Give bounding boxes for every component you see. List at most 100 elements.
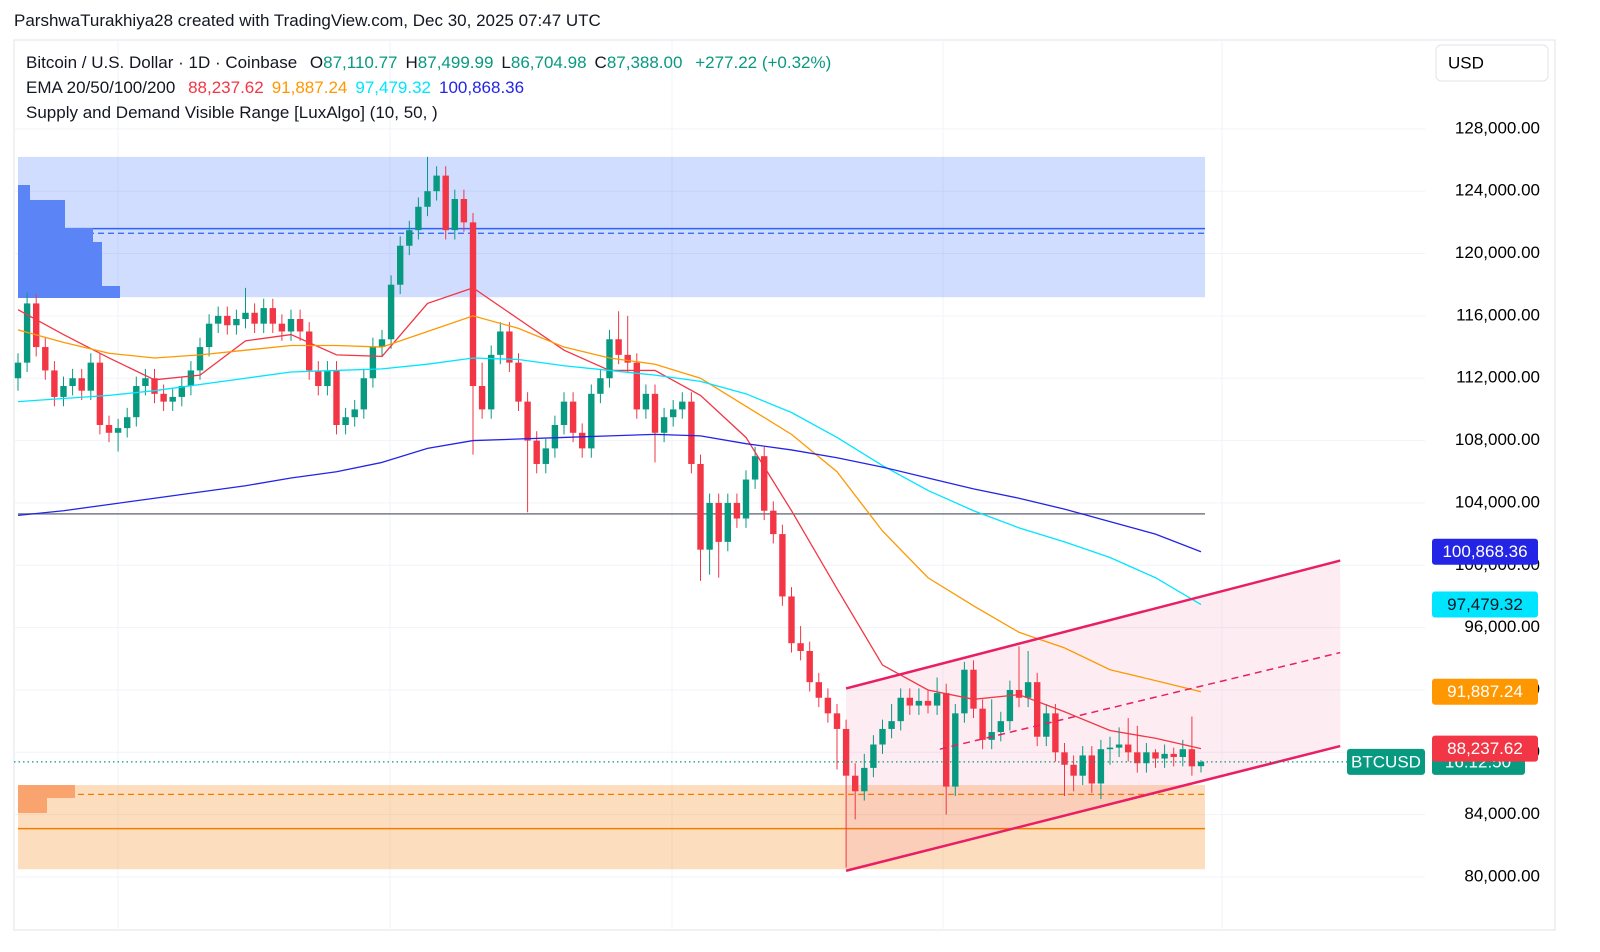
candle-body	[679, 401, 686, 410]
candle-body	[1188, 749, 1196, 767]
candle-body	[478, 386, 486, 410]
candle-body	[1061, 752, 1068, 765]
candle-body	[779, 534, 786, 597]
candle-body	[387, 284, 395, 340]
change: +277.22 (+0.32%)	[695, 53, 832, 72]
candle-body	[224, 315, 231, 326]
candle-body	[751, 456, 759, 480]
zones	[18, 156, 1341, 871]
candle-body	[733, 502, 741, 519]
y-tick-label: 116,000.00	[1456, 305, 1540, 324]
profile-bar	[18, 798, 47, 813]
candle-body	[315, 370, 322, 387]
ohlc-value: 87,110.77	[323, 53, 398, 72]
candle-body	[815, 682, 822, 698]
candle-body	[242, 312, 249, 320]
candle-body	[87, 362, 94, 391]
candle-body	[451, 198, 458, 231]
candle-body	[806, 650, 813, 683]
ema-title: EMA 20/50/100/200	[26, 78, 176, 97]
channel-line	[845, 744, 1341, 872]
candle-body	[906, 697, 913, 706]
ohlc-key: C	[594, 53, 607, 72]
candle-body	[1052, 713, 1059, 753]
candle-body	[688, 401, 695, 464]
candle-body	[1034, 682, 1041, 737]
candle-body	[1152, 752, 1159, 759]
candle-body	[69, 378, 76, 387]
candle-body	[215, 315, 222, 324]
indicator: Supply and Demand Visible Range [LuxAlgo…	[26, 103, 438, 122]
candle-body	[533, 440, 540, 464]
candle-body	[169, 396, 176, 402]
candle-body	[278, 323, 286, 332]
y-tick-label: 96,000.00	[1464, 617, 1540, 636]
candle-body	[697, 463, 704, 550]
y-tick-label: 84,000.00	[1464, 804, 1540, 823]
candle-body	[888, 721, 895, 729]
candle-body	[615, 339, 622, 355]
candle-body	[460, 198, 468, 223]
candle-body	[1070, 764, 1077, 776]
candle-body	[979, 708, 986, 740]
candle-body	[606, 339, 613, 379]
ema-value: 91,887.24	[271, 78, 348, 97]
candle-body	[415, 206, 422, 231]
ohlc-value: 86,704.98	[510, 53, 587, 72]
y-tick-label: 80,000.00	[1464, 866, 1540, 885]
channel-line	[845, 559, 1341, 690]
candle-body	[233, 319, 240, 326]
candle-body	[961, 669, 968, 714]
candle-body	[515, 362, 522, 402]
candle-body	[824, 697, 832, 714]
axis-labels: USD 80,000.0084,000.0088,000.0092,000.00…	[1347, 44, 1549, 885]
candle-body	[915, 700, 923, 706]
candle-body	[506, 331, 513, 363]
ema-line	[17, 357, 1202, 606]
ema-price-label: 97,479.32	[1447, 595, 1523, 614]
currency: USD	[1448, 53, 1484, 72]
candle-body	[524, 401, 531, 441]
last-price-label: BTCUSD	[1351, 752, 1421, 771]
last-price-box	[1347, 748, 1425, 775]
candle-body	[788, 596, 795, 644]
legend-row: Supply and Demand Visible Range [LuxAlgo…	[26, 100, 831, 125]
candle-body	[660, 417, 668, 433]
candle-body	[178, 386, 185, 397]
candle-body	[761, 456, 768, 511]
candle-body	[51, 370, 58, 397]
y-tick-label: 108,000.00	[1455, 430, 1540, 449]
candle-body	[205, 323, 213, 348]
candle-body	[351, 409, 358, 418]
candle-body	[1115, 744, 1123, 748]
candle-body	[142, 378, 149, 387]
candle-body	[861, 767, 868, 792]
profile-bar	[18, 785, 75, 798]
volume-profile	[18, 185, 120, 813]
candle-body	[287, 319, 295, 332]
marks	[14, 156, 1425, 872]
candle-body	[1179, 749, 1186, 757]
candle-body	[997, 721, 1004, 733]
candle-body	[706, 502, 713, 550]
candle-body	[33, 303, 40, 348]
candle-body	[952, 713, 959, 787]
ohlc-value: 87,499.99	[417, 53, 494, 72]
legend-row: Bitcoin / U.S. Dollar · 1D · Coinbase O8…	[26, 50, 831, 75]
profile-bar	[18, 286, 120, 298]
credit: ParshwaTurakhiya28 created with TradingV…	[14, 11, 601, 30]
ema-price-box	[1432, 735, 1538, 762]
candle-body	[342, 417, 349, 425]
candle-body	[624, 354, 631, 363]
ohlc: O87,110.77 H87,499.99 L86,704.98 C87,388.00	[302, 53, 683, 72]
candle-body	[833, 713, 841, 729]
candle-body	[433, 175, 440, 192]
candle-body	[1125, 744, 1132, 753]
candle-body	[424, 191, 431, 207]
candle-body	[306, 331, 313, 371]
currency-box	[1435, 44, 1549, 82]
candle-body	[96, 362, 104, 425]
candle-body	[579, 432, 586, 449]
channel-fill	[846, 560, 1341, 871]
